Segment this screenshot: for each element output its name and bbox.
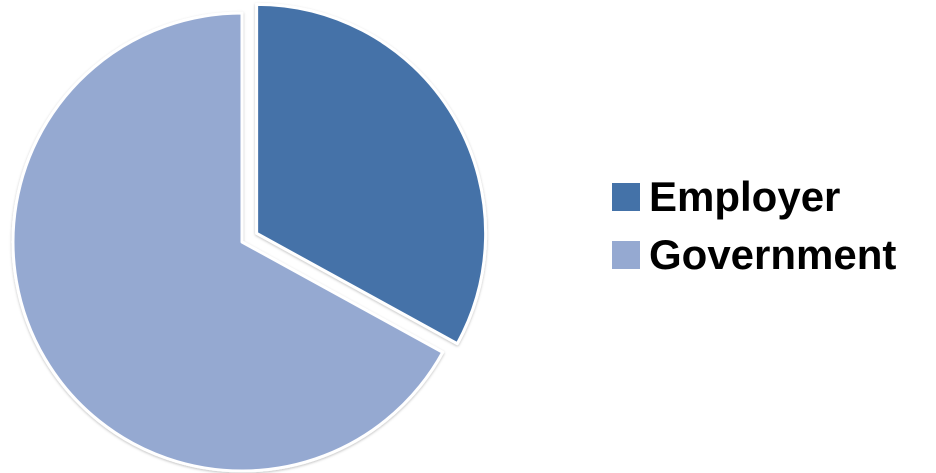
legend-item-employer: Employer — [612, 168, 896, 226]
legend-label-government: Government — [649, 231, 897, 278]
pie-slice-government — [11, 11, 445, 473]
legend-swatch-government — [612, 241, 640, 269]
legend-label-employer: Employer — [649, 173, 841, 220]
legend: Employer Government — [612, 168, 896, 284]
legend-item-government: Government — [612, 226, 896, 284]
legend-swatch-employer — [612, 183, 640, 211]
pie-slice-employer — [255, 2, 488, 346]
